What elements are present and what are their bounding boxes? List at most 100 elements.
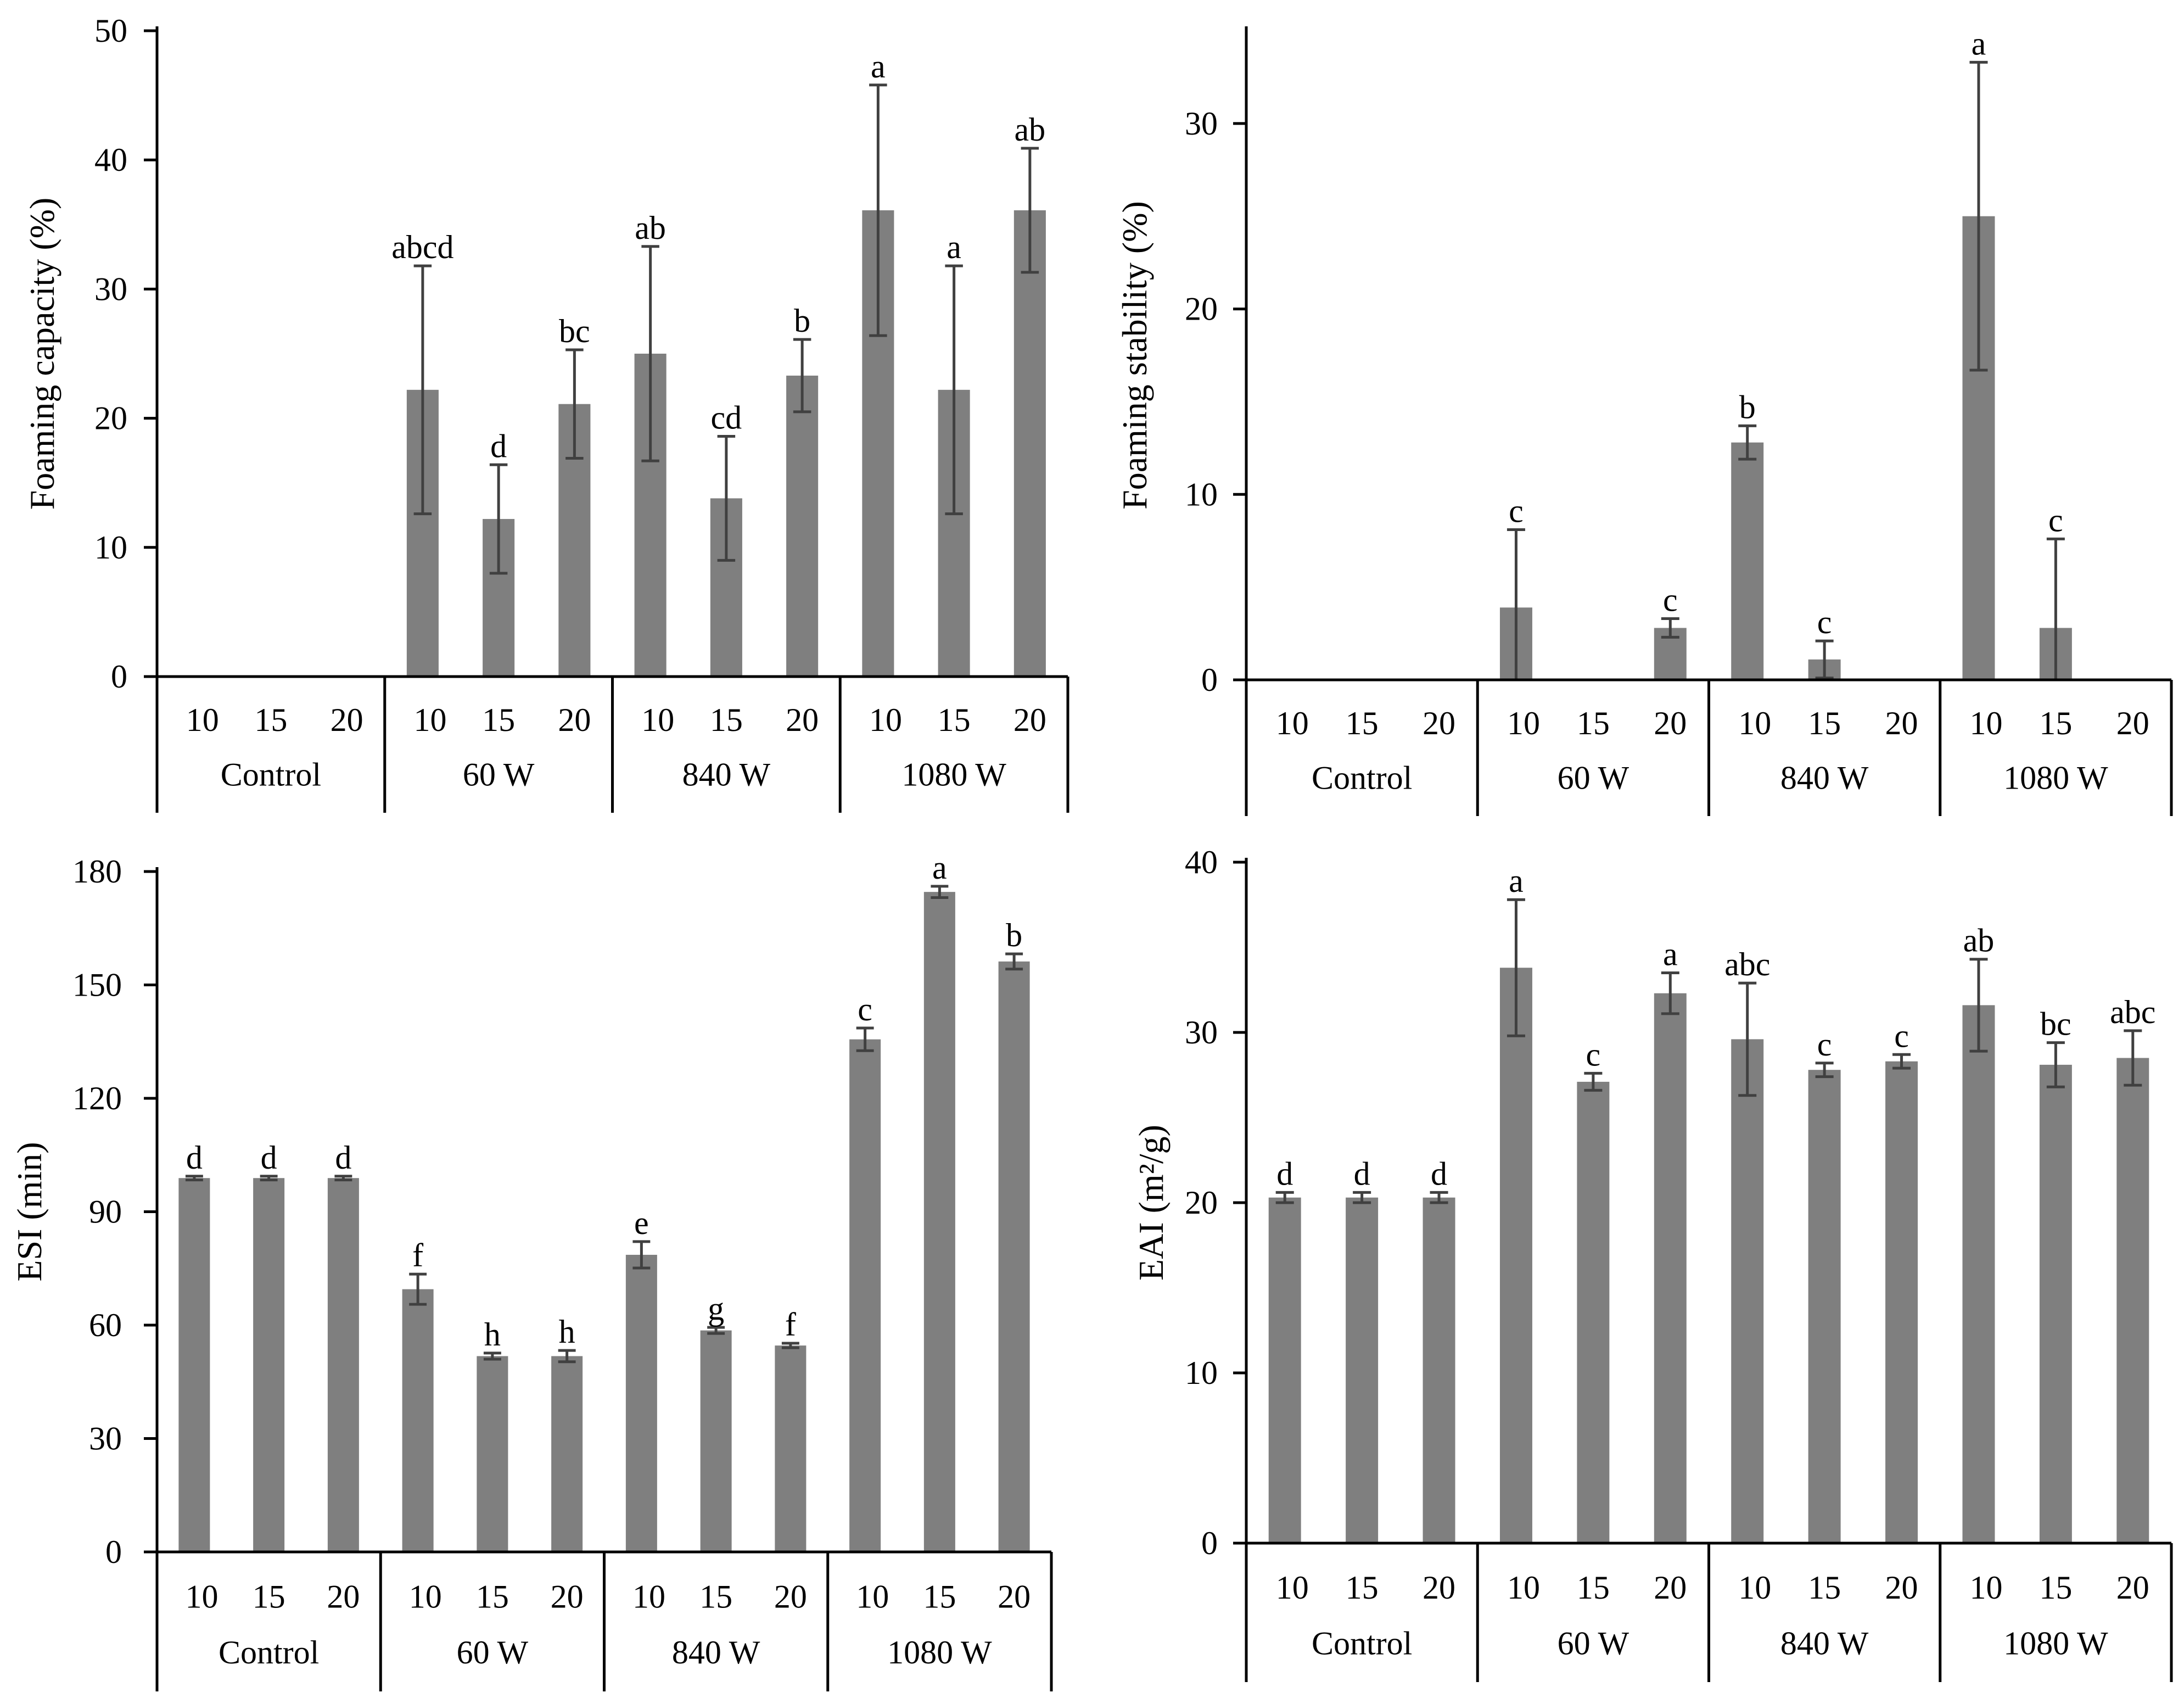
- error-bar: [489, 463, 508, 575]
- x-subcategory-label: 10: [1276, 705, 1309, 741]
- bar: [327, 1178, 359, 1552]
- significance-label: d: [1431, 1155, 1447, 1192]
- x-subcategory-label: 20: [1885, 705, 1918, 741]
- bar: [1654, 993, 1687, 1543]
- y-tick-label: 180: [72, 853, 122, 890]
- significance-label: c: [1817, 604, 1832, 640]
- significance-label: d: [186, 1140, 203, 1176]
- significance-label: cd: [711, 400, 742, 436]
- y-tick-label: 150: [72, 967, 122, 1003]
- esi-panel: d d d f h h e g f c a b 0 30 60 90 120 150 180 ESI (min) 10 1…: [10, 850, 1053, 1691]
- bar: [1346, 1197, 1379, 1543]
- x-subcategory-label: 10: [1738, 705, 1771, 741]
- significance-label: d: [490, 428, 507, 464]
- error-bar: [1661, 617, 1679, 639]
- error-bar: [1005, 952, 1023, 971]
- x-subcategory-label: 15: [1577, 1569, 1610, 1606]
- y-tick-label: 50: [94, 13, 127, 49]
- x-group-label: 840 W: [1780, 1625, 1869, 1661]
- error-bar: [869, 83, 887, 337]
- y-tick-label: 0: [1201, 1525, 1218, 1561]
- bar: [1885, 1061, 1918, 1543]
- x-group-label: 840 W: [672, 1634, 760, 1671]
- error-bar: [717, 435, 736, 562]
- error-bar: [1353, 1191, 1371, 1204]
- x-group-label: 1080 W: [901, 756, 1006, 792]
- error-bar: [1738, 424, 1757, 461]
- error-bar: [1815, 639, 1834, 680]
- x-subcategory-label: 15: [2039, 705, 2072, 741]
- significance-label: abcd: [391, 229, 453, 265]
- error-bar: [1892, 1053, 1911, 1070]
- error-bar: [1021, 147, 1039, 274]
- significance-label: d: [1354, 1155, 1370, 1192]
- y-tick-label: 30: [1185, 105, 1218, 142]
- x-group-label: 840 W: [1780, 759, 1869, 796]
- significance-label: c: [1817, 1026, 1832, 1063]
- bar: [1423, 1197, 1455, 1543]
- x-group-label: Control: [219, 1634, 319, 1671]
- error-bar: [1275, 1191, 1294, 1204]
- error-bar: [707, 1326, 725, 1335]
- x-subcategory-label: 20: [1423, 705, 1455, 741]
- y-tick-label: 10: [94, 529, 127, 566]
- significance-label: c: [1894, 1018, 1909, 1054]
- error-bar: [1430, 1191, 1448, 1204]
- x-subcategory-label: 20: [998, 1579, 1031, 1615]
- x-group-label: 1080 W: [887, 1634, 992, 1671]
- significance-label: c: [858, 991, 872, 1027]
- bar: [2116, 1058, 2149, 1543]
- significance-label: d: [1276, 1155, 1293, 1192]
- error-bar: [483, 1351, 501, 1361]
- y-tick-label: 0: [105, 1534, 122, 1570]
- significance-label: b: [1739, 389, 1756, 425]
- error-bar: [641, 245, 659, 462]
- significance-label: bc: [559, 313, 590, 349]
- x-subcategory-label: 15: [253, 1579, 285, 1615]
- bar: [775, 1345, 807, 1552]
- x-subcategory-label: 10: [856, 1579, 889, 1615]
- error-bar: [793, 338, 811, 414]
- y-tick-label: 20: [1185, 1185, 1218, 1221]
- x-subcategory-label: 15: [923, 1579, 956, 1615]
- y-tick-label: 120: [72, 1080, 122, 1116]
- significance-label: ab: [1963, 923, 1995, 959]
- x-subcategory-label: 15: [1808, 1569, 1841, 1606]
- error-bar: [260, 1175, 278, 1182]
- significance-label: ab: [1015, 111, 1046, 148]
- x-subcategory-label: 20: [2116, 705, 2149, 741]
- error-bar: [1969, 60, 1988, 372]
- bar: [402, 1289, 434, 1552]
- y-tick-label: 40: [94, 142, 127, 178]
- y-axis-title: Foaming stability (%): [1115, 201, 1154, 510]
- x-subcategory-label: 10: [632, 1579, 665, 1615]
- y-tick-label: 30: [1185, 1014, 1218, 1051]
- error-bar: [565, 348, 584, 460]
- bar: [625, 1254, 657, 1552]
- y-tick-label: 30: [94, 271, 127, 307]
- significance-label: c: [1509, 493, 1524, 529]
- error-bar: [632, 1240, 651, 1270]
- bar: [786, 375, 819, 677]
- significance-label: a: [932, 850, 947, 886]
- x-subcategory-label: 15: [699, 1579, 732, 1615]
- y-tick-label: 10: [1185, 476, 1218, 512]
- x-subcategory-label: 20: [1654, 1569, 1687, 1606]
- significance-label: h: [559, 1314, 575, 1350]
- significance-label: abc: [2110, 994, 2155, 1030]
- x-subcategory-label: 10: [413, 702, 446, 738]
- x-group-label: 1080 W: [2003, 1625, 2108, 1661]
- x-subcategory-label: 10: [641, 702, 674, 738]
- x-subcategory-label: 15: [1577, 705, 1610, 741]
- x-subcategory-label: 15: [710, 702, 743, 738]
- significance-label: d: [335, 1140, 351, 1176]
- x-subcategory-label: 20: [327, 1579, 360, 1615]
- bar: [1577, 1081, 1610, 1543]
- significance-label: f: [412, 1237, 423, 1274]
- significance-label: a: [1972, 25, 1986, 62]
- x-group-label: 60 W: [457, 1634, 529, 1671]
- x-subcategory-label: 20: [786, 702, 819, 738]
- y-tick-label: 0: [1201, 662, 1218, 698]
- x-subcategory-label: 15: [254, 702, 287, 738]
